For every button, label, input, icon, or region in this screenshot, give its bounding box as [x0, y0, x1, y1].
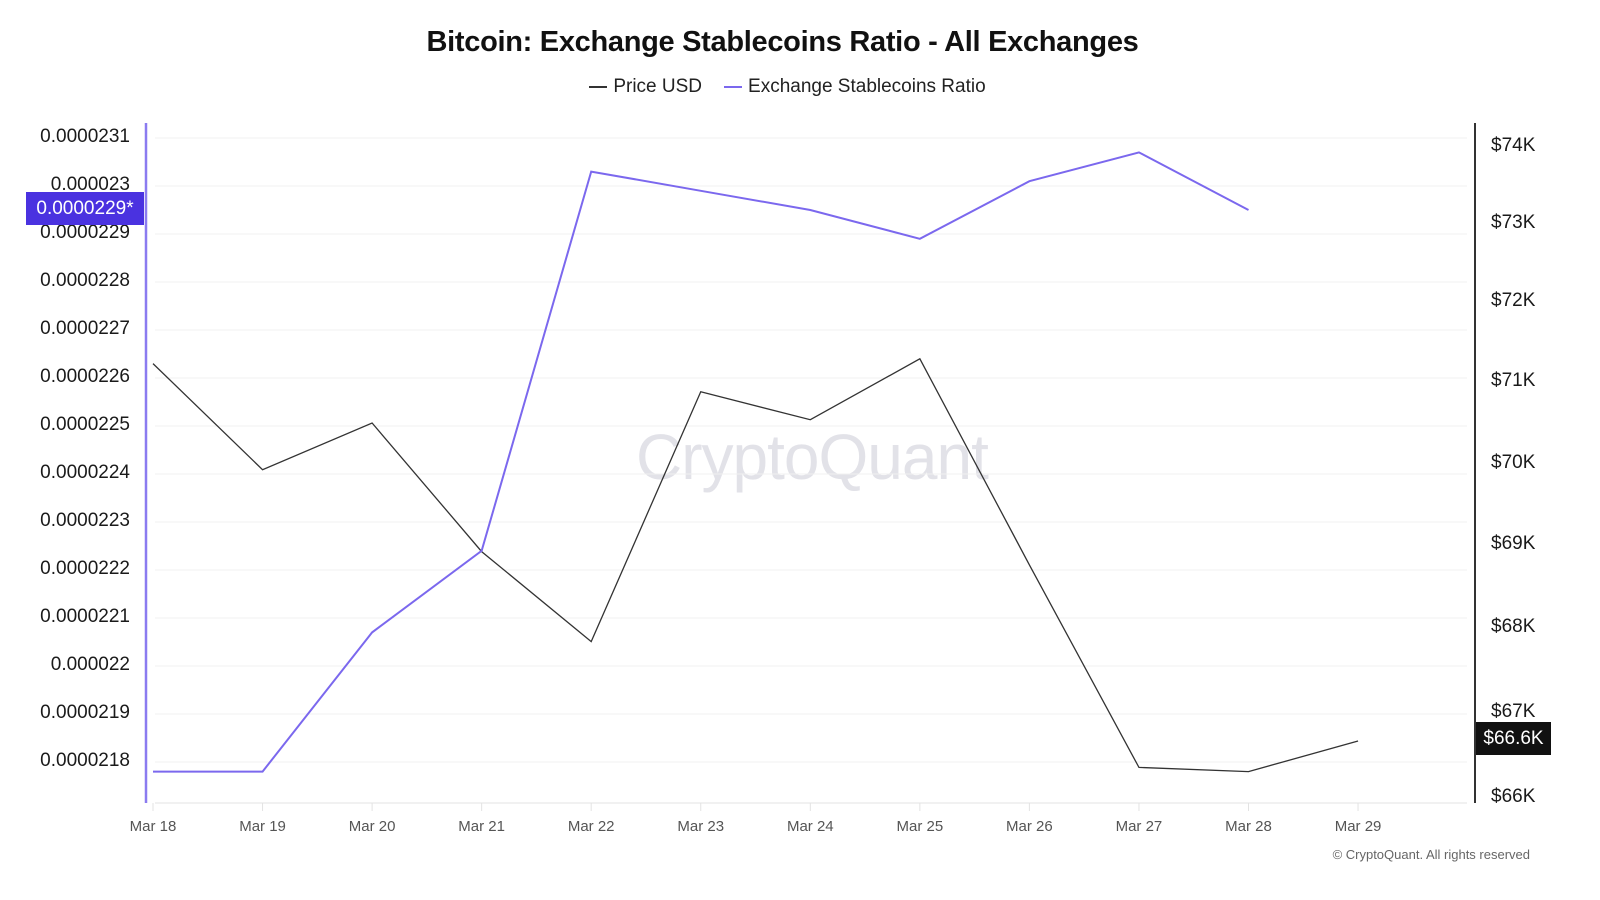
right-axis-tick-label: $68K: [1491, 616, 1536, 637]
right-axis-tick-label: $66K: [1491, 786, 1536, 807]
gridlines: [155, 137, 1467, 763]
current-ratio-badge: 0.0000229*: [26, 192, 144, 225]
right-axis-tick-label: $67K: [1491, 701, 1536, 722]
x-axis-tick-label: Mar 23: [677, 818, 725, 835]
legend-swatch-ratio: [724, 86, 743, 88]
legend-item-price[interactable]: Price USD: [589, 76, 702, 98]
stablecoin-ratio-line[interactable]: [153, 151, 1249, 773]
watermark-logo: CryptoQuant: [636, 421, 989, 493]
x-tick-marks: [152, 803, 1359, 811]
legend-label-price: Price USD: [613, 76, 703, 97]
left-axis-tick-label: 0.0000223: [40, 510, 130, 531]
legend-swatch-price: [589, 86, 608, 88]
left-axis-tick-label: 0.0000224: [40, 462, 130, 483]
right-axis-tick-label: $72K: [1491, 290, 1536, 311]
left-axis-tick-label: 0.0000229: [40, 222, 130, 243]
left-axis-tick-label: 0.0000226: [40, 366, 130, 387]
x-axis-tick-label: Mar 25: [896, 818, 944, 835]
legend-item-ratio[interactable]: Exchange Stablecoins Ratio: [724, 76, 986, 98]
right-axis-tick-label: $71K: [1491, 370, 1536, 391]
legend-label-ratio: Exchange Stablecoins Ratio: [748, 76, 986, 97]
left-axis-tick-label: 0.0000228: [40, 270, 130, 291]
right-axis-tick-label: $69K: [1491, 533, 1536, 554]
x-axis-tick-label: Mar 27: [1115, 818, 1163, 835]
price-usd-line[interactable]: [152, 357, 1359, 773]
left-axis-tick-label: 0.0000225: [40, 414, 130, 435]
current-price-badge: $66.6K: [1476, 722, 1551, 755]
left-axis-tick-label: 0.0000222: [40, 558, 130, 579]
left-axis-tick-label: 0.000023: [50, 174, 130, 195]
x-axis-tick-label: Mar 29: [1334, 818, 1382, 835]
x-axis-tick-label: Mar 19: [239, 818, 286, 835]
x-axis-tick-label: Mar 18: [129, 818, 177, 835]
left-axis-tick-label: 0.0000227: [40, 318, 130, 339]
right-axis-tick-label: $73K: [1491, 212, 1536, 233]
x-axis-tick-label: Mar 21: [458, 818, 505, 835]
copyright-text: © CryptoQuant. All rights reserved: [1332, 847, 1530, 862]
chart-legend: Price USD Exchange Stablecoins Ratio: [0, 76, 1575, 98]
left-axis-tick-label: 0.000022: [50, 654, 130, 675]
x-axis-tick-label: Mar 26: [1006, 818, 1053, 835]
x-axis-tick-label: Mar 22: [567, 818, 615, 835]
x-axis-tick-label: Mar 20: [348, 818, 396, 835]
x-axis-tick-label: Mar 24: [786, 818, 834, 835]
right-axis-tick-label: $74K: [1491, 135, 1536, 156]
left-axis-tick-label: 0.0000231: [40, 126, 130, 147]
left-axis-tick-label: 0.0000219: [40, 702, 130, 723]
chart-title: Bitcoin: Exchange Stablecoins Ratio - Al…: [426, 26, 1139, 58]
x-axis-tick-label: Mar 28: [1225, 818, 1272, 835]
left-axis-tick-label: 0.0000218: [40, 750, 130, 771]
right-axis-tick-label: $70K: [1491, 452, 1536, 473]
left-axis-tick-label: 0.0000221: [40, 606, 130, 627]
